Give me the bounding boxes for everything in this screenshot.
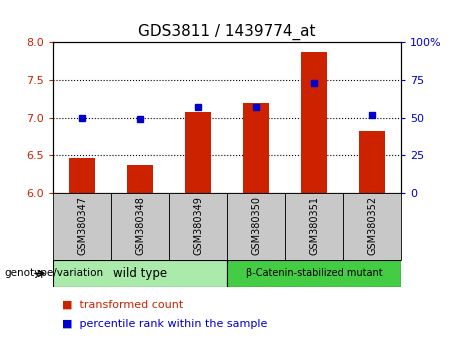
- Text: GSM380348: GSM380348: [135, 196, 145, 255]
- Text: wild type: wild type: [113, 267, 167, 280]
- Bar: [127, 165, 153, 193]
- Bar: [227, 260, 401, 287]
- Text: GSM380351: GSM380351: [309, 196, 319, 255]
- Text: GSM380350: GSM380350: [251, 196, 261, 255]
- Bar: [69, 158, 95, 193]
- Bar: [53, 193, 111, 260]
- Bar: [111, 193, 169, 260]
- Text: genotype/variation: genotype/variation: [5, 268, 104, 279]
- Title: GDS3811 / 1439774_at: GDS3811 / 1439774_at: [138, 23, 316, 40]
- Text: β-Catenin-stabilized mutant: β-Catenin-stabilized mutant: [246, 268, 382, 279]
- Bar: [359, 131, 385, 193]
- Bar: [227, 193, 285, 260]
- Text: GSM380349: GSM380349: [193, 196, 203, 255]
- Bar: [343, 193, 401, 260]
- Text: ■  percentile rank within the sample: ■ percentile rank within the sample: [62, 319, 267, 329]
- Text: ■  transformed count: ■ transformed count: [62, 299, 183, 309]
- Bar: [185, 112, 211, 193]
- Bar: [169, 193, 227, 260]
- Bar: [285, 193, 343, 260]
- Bar: [53, 260, 227, 287]
- Text: GSM380352: GSM380352: [367, 196, 377, 256]
- Bar: [301, 52, 327, 193]
- Bar: [243, 103, 269, 193]
- Text: GSM380347: GSM380347: [77, 196, 87, 255]
